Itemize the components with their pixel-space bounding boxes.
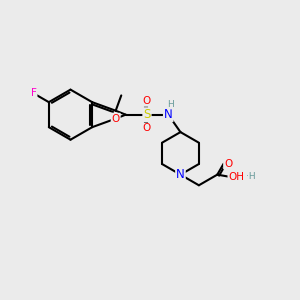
Text: ·H: ·H [246, 172, 256, 182]
Text: H: H [167, 100, 174, 109]
Text: N: N [176, 168, 185, 181]
Text: O: O [143, 96, 151, 106]
Text: N: N [164, 108, 172, 121]
Text: S: S [143, 108, 151, 121]
Text: O: O [224, 159, 232, 169]
Text: O: O [112, 114, 120, 124]
Text: OH: OH [228, 172, 244, 182]
Text: F: F [31, 88, 37, 98]
Text: O: O [143, 123, 151, 134]
